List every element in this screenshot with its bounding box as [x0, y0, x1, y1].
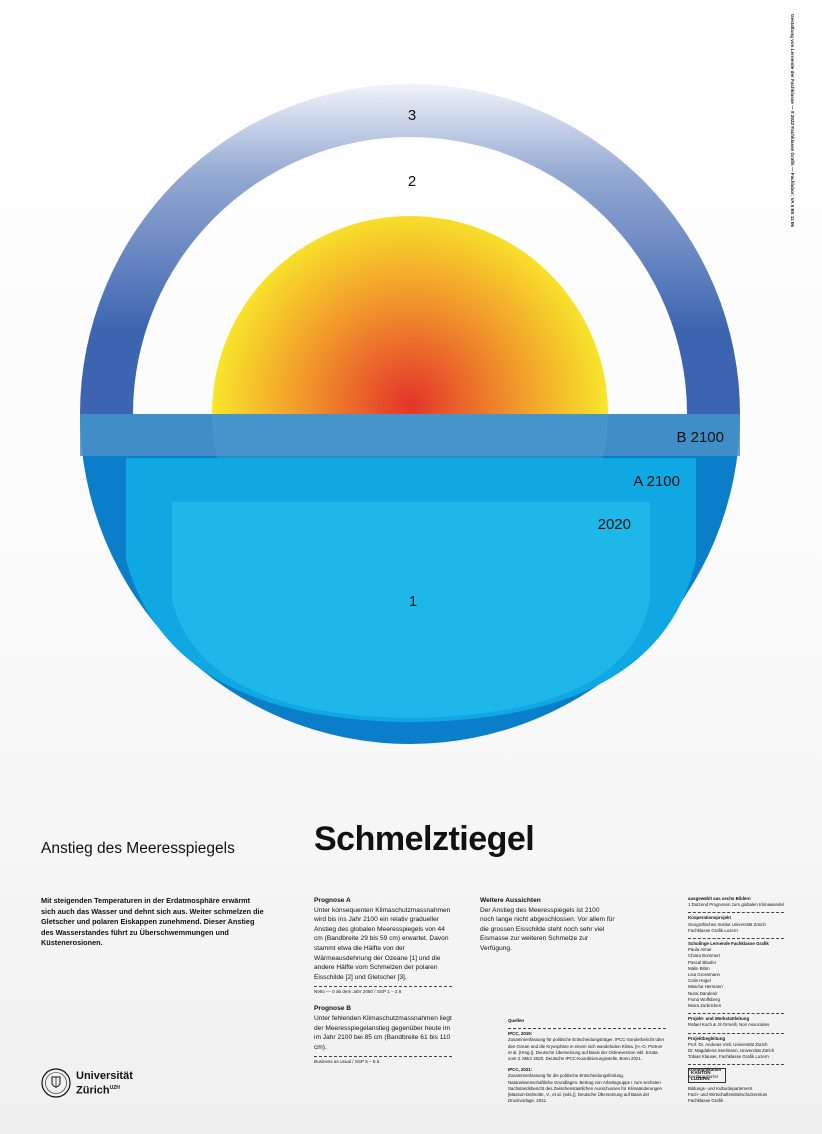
- level-2020-shape: [172, 502, 650, 718]
- credits-name: Nurai Dandenir: [688, 990, 718, 996]
- prognose-b-body: Unter fehlenden Klimaschutzmassnahmen li…: [314, 1014, 452, 1051]
- aussichten-heading: Weitere Aussichten: [480, 897, 541, 904]
- credits-c1b: 1 Dutzend Prognosen zum globalen Klimawa…: [688, 902, 784, 908]
- credits-name: Mascha Hermann: [688, 984, 723, 990]
- quellen-column: Quellen IPCC, 2019: Zusammenfassung für …: [508, 1018, 666, 1104]
- credits-name: Malin Blöm: [688, 965, 710, 971]
- credits-c6: Kommunikation: [688, 1067, 722, 1073]
- credits-c4: Projekt- und Werkstattleitung: [688, 1016, 750, 1022]
- label-ring-3: 3: [408, 107, 416, 124]
- kanton-logo: KANTON LUZERN Bildungs- und Kulturdepart…: [688, 1068, 767, 1105]
- quellen-p1-title: IPCC, 2019:: [508, 1031, 533, 1037]
- sea-level-graphic: 3 2 B 2100 A 2100 2020 1: [70, 70, 750, 744]
- intro-text: Mit steigenden Temperaturen in der Erdat…: [41, 896, 264, 947]
- uzh-seal-icon: [41, 1068, 71, 1098]
- sun-half-disc: [212, 216, 608, 414]
- kanton-box: KANTON LUZERN: [688, 1068, 726, 1083]
- credits-c5: Projektbegleitung: [688, 1035, 726, 1041]
- label-water-1: 1: [409, 593, 417, 610]
- divider: [688, 912, 784, 914]
- divider: [314, 1056, 452, 1058]
- credits-c5b: Tobias Klauser, Fachklasse Grafik Luzern: [688, 1054, 769, 1060]
- kanton-line2: LUZERN: [691, 1075, 710, 1081]
- divider: [688, 1032, 784, 1034]
- credits-c2: Kooperationsprojekt: [688, 915, 731, 921]
- credits-name: Chiara Bommert: [688, 953, 720, 959]
- uzh-logo: Universität ZürichUZH: [41, 1068, 133, 1098]
- prognose-a-note: Netto — 0 ab dem Jahr 2050 / SSP 1 – 2.6: [314, 989, 402, 995]
- credits-name: Lisa Grossmann: [688, 972, 720, 978]
- quellen-p2-title: IPCC, 2021:: [508, 1067, 533, 1073]
- credits-c4b: Rafael Koch & Jil Ormelli, Noir Associat…: [688, 1022, 770, 1028]
- kanton-t2: Fach- und Wirtschaftsmittelschulzentrum: [688, 1092, 768, 1098]
- credits-column: ausgewählt aus sechs Bildern 1 Dutzend P…: [688, 896, 784, 1080]
- prognose-b-note: Business as usual / SSP 5 – 8.5: [314, 1059, 380, 1065]
- credits-c5b: Dr. Magdalena Seelmann, Universität Züri…: [688, 1048, 775, 1054]
- prognose-a-column: Prognose A Unter konsequenten Klimaschut…: [314, 896, 452, 1065]
- prognose-a-heading: Prognose A: [314, 897, 351, 904]
- page-title: Schmelztiegel: [314, 820, 535, 858]
- kanton-t1: Bildungs- und Kulturdepartement: [688, 1086, 753, 1091]
- kanton-t3: Fachklasse Grafik: [688, 1098, 724, 1104]
- label-ring-2: 2: [408, 173, 416, 190]
- credits-c1: ausgewählt aus sechs Bildern: [688, 896, 751, 901]
- divider: [688, 1013, 784, 1015]
- quellen-p1-text: Zusammenfassung für politische Entscheid…: [508, 1037, 665, 1062]
- kanton-line1: KANTON: [691, 1070, 711, 1075]
- quellen-heading: Quellen: [508, 1018, 525, 1023]
- prognose-b-heading: Prognose B: [314, 1005, 352, 1013]
- label-b-2100: B 2100: [676, 429, 724, 446]
- aussichten-column: Weitere Aussichten Der Anstieg des Meere…: [480, 896, 615, 954]
- level-b-2100-band: [80, 414, 740, 456]
- label-2020: 2020: [598, 516, 631, 533]
- credits-c3: Schulinge Lernende Fachklasse Grafik: [688, 941, 769, 947]
- credits-name: Colin Hügel: [688, 978, 711, 984]
- credits-name: Pascal Blaufer: [688, 959, 717, 965]
- credits-name: Moira Zurbrichen: [688, 1003, 722, 1009]
- credits-name: Fiona Wolfsberg: [688, 996, 720, 1002]
- divider: [688, 938, 784, 940]
- uzh-sup: UZH: [109, 1084, 120, 1091]
- credits-c5b: Prof. Dr. Andreas Vieli, Universität Zür…: [688, 1041, 768, 1047]
- vertical-credit: Gestaltung von Lernende der Fachklasse —…: [790, 14, 795, 227]
- divider: [688, 1064, 784, 1066]
- quellen-p2-text: Zusammenfassung für die politische Entsc…: [508, 1073, 663, 1104]
- credits-c2c: Fachklasse Grafik Luzern: [688, 927, 738, 933]
- divider: [314, 986, 452, 988]
- prognose-a-body: Unter konsequenten Klimaschutzmassnahmen…: [314, 906, 451, 981]
- label-a-2100: A 2100: [633, 473, 680, 490]
- aussichten-body: Der Anstieg des Meeresspiegels ist 2100 …: [480, 906, 615, 952]
- uzh-line2: Zürich: [76, 1084, 110, 1097]
- credits-name: Paula Aimar: [688, 947, 712, 953]
- divider: [508, 1028, 666, 1030]
- subtitle: Anstieg des Meeresspiegels: [41, 840, 235, 857]
- uzh-line1: Universität: [76, 1069, 133, 1082]
- credits-c2b: Geografisches Institut Universität Züric…: [688, 921, 766, 927]
- credits-c6b: Svetlana Furrer: [688, 1073, 719, 1079]
